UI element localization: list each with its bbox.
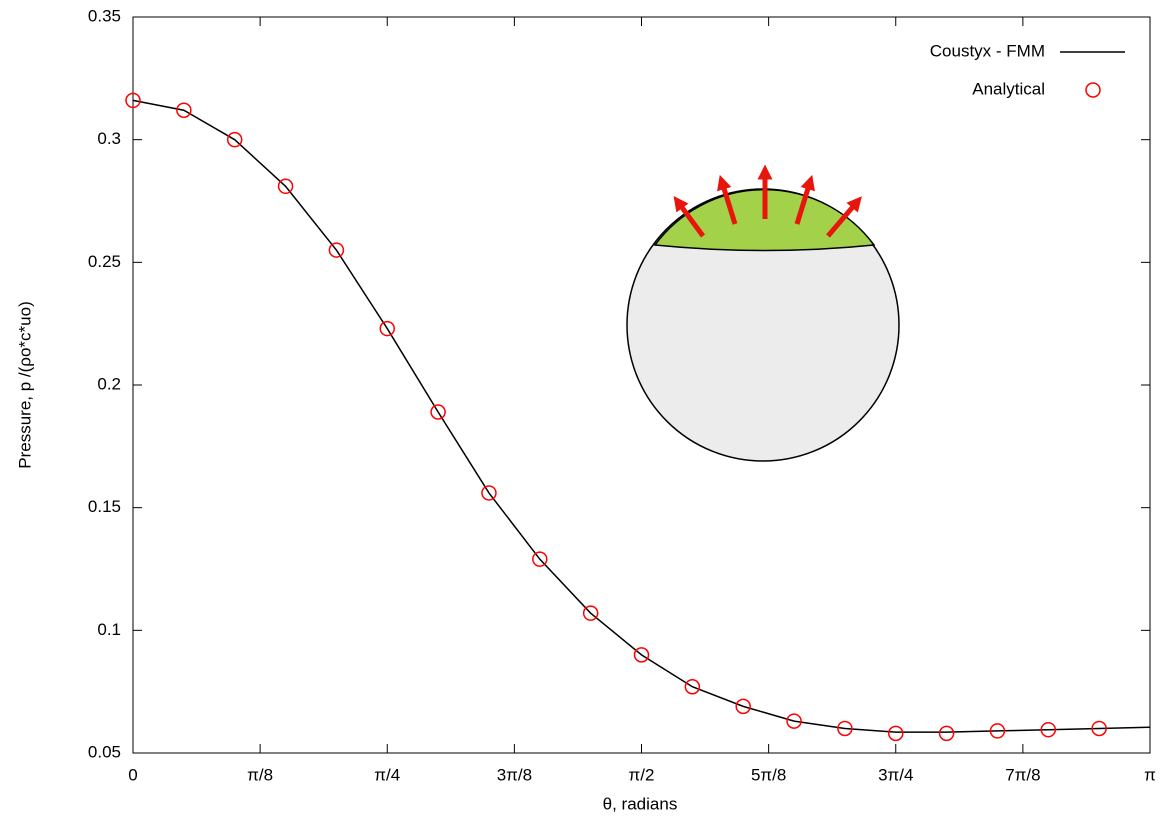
data-point xyxy=(125,92,141,109)
data-point xyxy=(633,647,650,663)
data-point xyxy=(1040,721,1057,738)
data-point xyxy=(277,178,294,195)
data-point xyxy=(938,725,955,742)
data-point xyxy=(430,404,446,420)
y-tick-label: 0.35 xyxy=(88,6,121,25)
y-tick-label: 0.15 xyxy=(88,497,121,516)
data-point xyxy=(1091,720,1107,737)
data-point xyxy=(582,605,599,621)
y-tick-label: 0.1 xyxy=(97,620,121,639)
y-tick-label: 0.25 xyxy=(88,252,121,271)
x-tick-label: 5π/8 xyxy=(751,765,786,784)
inset-diagram xyxy=(626,164,900,462)
x-tick-label: 7π/8 xyxy=(1005,765,1040,784)
data-point xyxy=(837,720,853,737)
data-point xyxy=(328,242,345,258)
x-tick-label: π/2 xyxy=(629,765,655,784)
x-tick-label: 3π/8 xyxy=(497,765,532,784)
data-point xyxy=(532,551,548,567)
data-point xyxy=(176,102,192,118)
y-tick-label: 0.3 xyxy=(97,129,121,148)
data-point xyxy=(481,485,497,501)
data-point xyxy=(786,713,802,729)
legend-label: Coustyx - FMM xyxy=(930,41,1045,60)
x-tick-label: π/4 xyxy=(374,765,400,784)
data-point xyxy=(379,320,396,337)
y-axis-label: Pressure, p /(ρo*c*uo) xyxy=(15,301,34,468)
y-tick-label: 0.2 xyxy=(97,374,121,393)
x-tick-label: π xyxy=(1144,765,1156,784)
x-axis-label: θ, radians xyxy=(603,794,678,813)
x-tick-label: 0 xyxy=(128,765,137,784)
y-tick-label: 0.05 xyxy=(88,742,121,761)
x-tick-label: 3π/4 xyxy=(878,765,913,784)
x-tick-label: π/8 xyxy=(247,765,273,784)
data-point xyxy=(887,725,904,742)
data-line xyxy=(132,99,1151,733)
data-point xyxy=(989,723,1006,739)
data-point xyxy=(735,698,751,715)
legend-marker xyxy=(1085,82,1101,98)
data-point xyxy=(684,679,701,695)
legend-label: Analytical xyxy=(972,79,1045,98)
data-point xyxy=(226,131,243,148)
